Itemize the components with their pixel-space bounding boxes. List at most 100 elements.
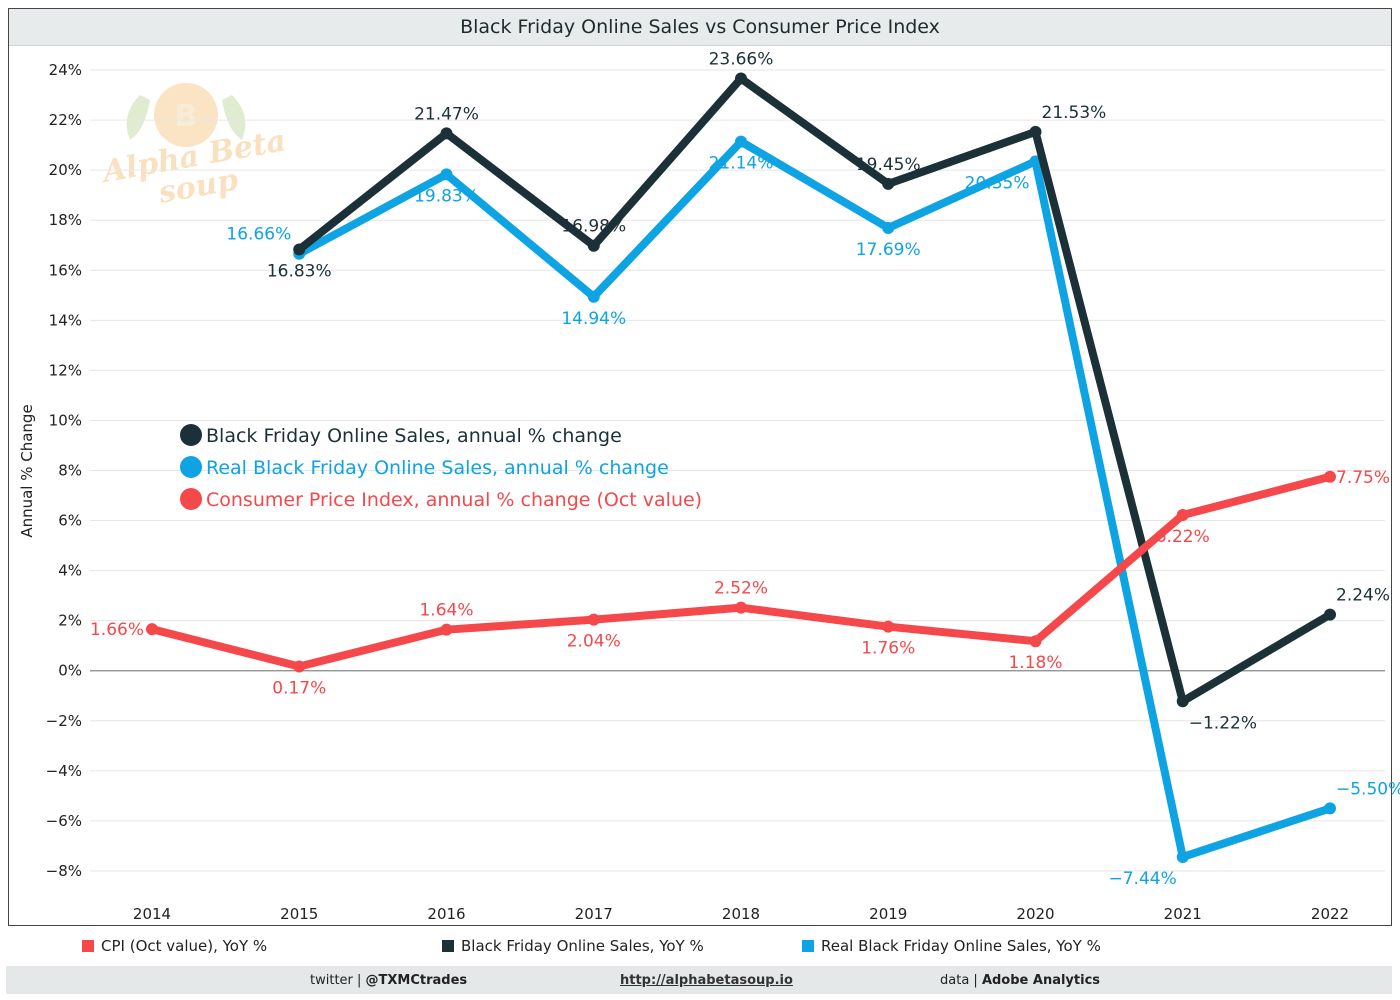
legend-label-real-black-friday: Real Black Friday Online Sales, YoY % [821, 937, 1101, 955]
legend-item-cpi[interactable]: CPI (Oct value), YoY % [82, 934, 267, 958]
footer-website-link[interactable]: http://alphabetasoup.io [620, 972, 793, 988]
x-tick-label: 2021 [1164, 905, 1202, 923]
legend-swatch-real-black-friday [802, 940, 814, 952]
chart-legend: Black Friday Online Sales, annual % chan… [180, 424, 702, 511]
data-label-black-friday: 2.24% [1336, 586, 1390, 606]
y-tick-label: 20% [49, 161, 82, 179]
data-label-black-friday: 23.66% [709, 50, 774, 70]
point-cpi [882, 620, 895, 633]
y-tick-label: −6% [46, 812, 82, 830]
y-tick-label: 16% [49, 261, 82, 279]
series-lines [146, 72, 1336, 863]
data-label-black-friday: −1.22% [1189, 713, 1257, 733]
point-real-black-friday [1324, 802, 1336, 815]
point-real-black-friday [882, 221, 895, 234]
point-real-black-friday [440, 168, 453, 181]
data-label-cpi: 1.64% [419, 601, 473, 621]
legend-label-black-friday: Black Friday Online Sales, annual % chan… [206, 425, 622, 447]
point-real-black-friday [735, 135, 747, 148]
bottom-legend: CPI (Oct value), YoY % Black Friday Onli… [82, 934, 1382, 958]
footer-twitter: twitter | @TXMCtrades [310, 966, 467, 994]
legend-item-real-black-friday[interactable]: Real Black Friday Online Sales, YoY % [802, 934, 1101, 958]
y-tick-label: 14% [49, 311, 82, 329]
x-tick-label: 2017 [575, 905, 613, 923]
line-chart: B Alpha Beta soup −8% −6% −4% −2% 0% 2% 4% 6% 8%… [18, 50, 1400, 923]
y-tick-label: 12% [49, 361, 82, 379]
data-labels: 16.83% 21.47% 16.98% 23.66% 19.45% 21.53% −1.2… [90, 50, 1400, 889]
y-tick-label: −2% [46, 712, 82, 730]
legend-swatch-cpi [82, 940, 94, 952]
point-cpi [1029, 635, 1042, 648]
footer-data-source: data | Adobe Analytics [940, 966, 1100, 994]
point-cpi [1176, 509, 1189, 522]
x-tick-label: 2014 [133, 905, 171, 923]
y-tick-label: 4% [58, 562, 82, 580]
y-axis-label: Annual % Change [18, 404, 36, 537]
data-label-cpi: 0.17% [272, 678, 326, 698]
legend-dot-black-friday [180, 424, 202, 446]
legend-label-real-black-friday: Real Black Friday Online Sales, annual %… [206, 457, 669, 479]
data-label-black-friday: 21.53% [1042, 103, 1107, 123]
point-black-friday [1029, 125, 1042, 138]
x-tick-label: 2022 [1311, 905, 1349, 923]
footer-bar: twitter | @TXMCtrades http://alphabetaso… [6, 966, 1392, 994]
series-line-black-friday [295, 74, 1334, 706]
chart-title-bar: Black Friday Online Sales vs Consumer Pr… [9, 9, 1391, 46]
x-axis: 2014 2015 2016 2017 2018 2019 2020 2021 2022 [133, 905, 1349, 923]
data-label-cpi: 2.04% [567, 632, 621, 652]
y-tick-label: 18% [49, 211, 82, 229]
point-cpi [587, 613, 600, 626]
point-real-black-friday [1176, 850, 1189, 863]
watermark-leaf-left [126, 95, 150, 140]
point-cpi [146, 623, 158, 636]
legend-label-cpi: CPI (Oct value), YoY % [101, 937, 268, 955]
point-black-friday [735, 72, 747, 85]
legend-item-black-friday[interactable]: Black Friday Online Sales, YoY % [442, 934, 704, 958]
legend-dot-real-black-friday [180, 456, 202, 478]
watermark-leaf-right [222, 95, 246, 140]
data-label-real-black-friday: 19.83% [414, 186, 479, 206]
chart-frame: Black Friday Online Sales vs Consumer Pr… [8, 8, 1392, 926]
point-black-friday [587, 239, 600, 252]
watermark-logo: B Alpha Beta soup [97, 83, 289, 211]
data-label-cpi: 7.75% [1336, 468, 1390, 488]
y-tick-label: −8% [46, 862, 82, 880]
footer-data-prefix: data | [940, 972, 982, 988]
data-label-real-black-friday: 16.66% [226, 225, 291, 245]
data-label-real-black-friday: 20.35% [965, 173, 1030, 193]
data-label-cpi: 1.18% [1008, 653, 1062, 673]
x-tick-label: 2018 [722, 905, 760, 923]
x-tick-label: 2016 [427, 905, 465, 923]
y-tick-label: 2% [58, 612, 82, 630]
y-tick-label: 8% [58, 462, 82, 480]
legend-label-black-friday: Black Friday Online Sales, YoY % [461, 937, 704, 955]
data-label-real-black-friday: 14.94% [561, 309, 626, 329]
footer-website[interactable]: http://alphabetasoup.io [620, 966, 793, 994]
legend-dot-cpi [180, 488, 202, 510]
legend-label-cpi: Consumer Price Index, annual % change (O… [206, 489, 702, 511]
data-label-real-black-friday: 21.14% [709, 154, 774, 174]
point-black-friday [1176, 695, 1189, 708]
data-label-black-friday: 16.83% [267, 261, 332, 281]
grid [90, 69, 1385, 872]
point-cpi [1324, 470, 1336, 483]
footer-twitter-handle[interactable]: @TXMCtrades [365, 972, 468, 988]
y-tick-label: 22% [49, 111, 82, 129]
y-tick-label: −4% [46, 762, 82, 780]
x-tick-label: 2015 [280, 905, 318, 923]
footer-data-source-name: Adobe Analytics [981, 972, 1101, 988]
data-label-cpi: 1.76% [861, 639, 915, 659]
data-label-cpi: 1.66% [90, 620, 144, 640]
x-tick-label: 2019 [869, 905, 907, 923]
point-cpi [735, 601, 747, 614]
watermark-coin [154, 83, 218, 147]
y-tick-label: 0% [58, 662, 82, 680]
data-label-real-black-friday: −7.44% [1109, 869, 1177, 889]
y-tick-label: 6% [58, 512, 82, 530]
data-label-cpi: 6.22% [1156, 527, 1210, 547]
point-real-black-friday [587, 290, 600, 303]
point-black-friday [293, 243, 306, 256]
point-cpi [440, 623, 453, 636]
footer-twitter-prefix: twitter | [310, 972, 366, 988]
x-tick-label: 2020 [1016, 905, 1054, 923]
